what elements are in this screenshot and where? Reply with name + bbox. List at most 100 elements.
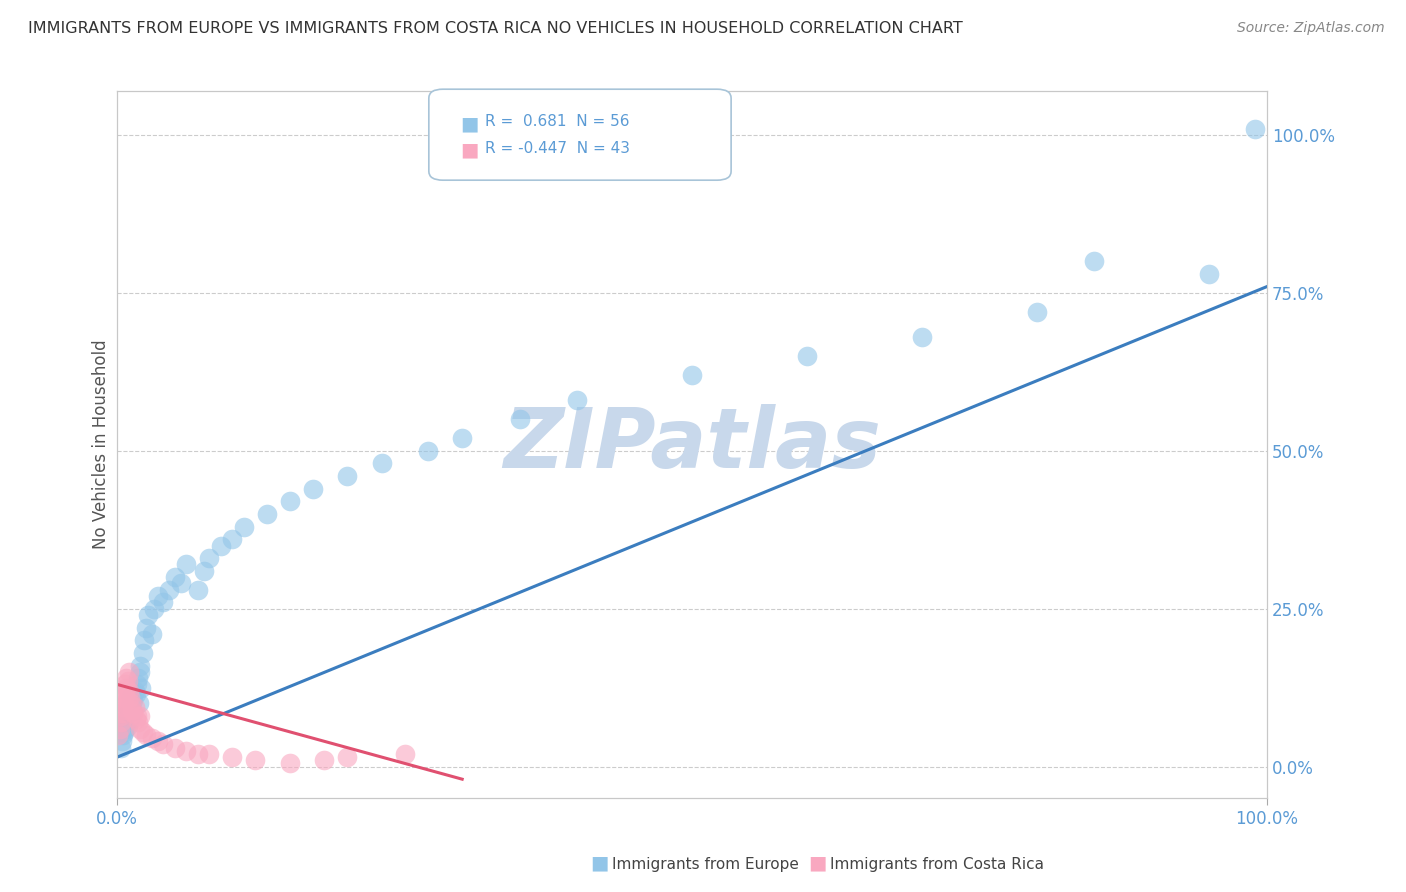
Point xyxy=(110,709,132,723)
Point xyxy=(138,607,160,622)
Point xyxy=(124,699,146,714)
Point xyxy=(198,747,221,761)
Point xyxy=(209,539,232,553)
Point xyxy=(565,393,588,408)
Text: R =  0.681  N = 56: R = 0.681 N = 56 xyxy=(485,114,630,129)
Point xyxy=(193,564,215,578)
Point xyxy=(129,658,152,673)
Point xyxy=(129,665,152,679)
Point xyxy=(1026,305,1049,319)
Point xyxy=(122,706,145,720)
Point xyxy=(163,740,186,755)
Point xyxy=(131,681,153,695)
Point xyxy=(394,747,416,761)
Point xyxy=(118,703,141,717)
Point xyxy=(1244,121,1267,136)
Point xyxy=(245,753,267,767)
Point xyxy=(117,674,139,689)
Point xyxy=(112,724,135,739)
Point xyxy=(128,697,150,711)
Point xyxy=(157,582,180,597)
Text: Immigrants from Europe: Immigrants from Europe xyxy=(612,857,799,872)
Point xyxy=(127,671,149,685)
Point xyxy=(117,693,139,707)
Point xyxy=(135,621,157,635)
Point xyxy=(124,683,146,698)
Point xyxy=(174,558,197,572)
Point xyxy=(127,715,149,730)
Point xyxy=(110,715,132,730)
Point xyxy=(129,709,152,723)
Point xyxy=(174,744,197,758)
Point xyxy=(112,683,135,698)
Text: Source: ZipAtlas.com: Source: ZipAtlas.com xyxy=(1237,21,1385,35)
Point xyxy=(152,738,174,752)
Point xyxy=(187,582,209,597)
Point xyxy=(125,687,148,701)
Point xyxy=(169,576,191,591)
Point xyxy=(107,728,129,742)
Point xyxy=(118,690,141,704)
Point xyxy=(112,697,135,711)
Point xyxy=(114,687,136,701)
Point xyxy=(112,728,135,742)
Point xyxy=(796,349,818,363)
Point xyxy=(108,722,131,736)
Text: R = -0.447  N = 43: R = -0.447 N = 43 xyxy=(485,141,630,156)
Point xyxy=(152,595,174,609)
Point xyxy=(141,627,163,641)
Point xyxy=(118,665,141,679)
Point xyxy=(129,722,152,736)
Point xyxy=(120,697,142,711)
Point xyxy=(301,482,323,496)
Point xyxy=(111,699,134,714)
Point xyxy=(121,703,143,717)
Point xyxy=(125,677,148,691)
Point xyxy=(681,368,703,382)
Point xyxy=(256,507,278,521)
Point xyxy=(122,693,145,707)
Point xyxy=(118,683,141,698)
Point xyxy=(121,703,143,717)
Point xyxy=(131,646,153,660)
Text: ■: ■ xyxy=(460,114,478,133)
Point xyxy=(117,718,139,732)
Point xyxy=(146,734,169,748)
Point xyxy=(114,677,136,691)
Point xyxy=(135,728,157,742)
Point xyxy=(115,671,138,685)
Point xyxy=(141,731,163,746)
Point xyxy=(416,443,439,458)
Point xyxy=(278,756,301,771)
Point xyxy=(112,703,135,717)
Point xyxy=(114,722,136,736)
Text: ZIPatlas: ZIPatlas xyxy=(503,404,882,485)
Point xyxy=(115,715,138,730)
Point xyxy=(336,469,359,483)
Point xyxy=(278,494,301,508)
Point xyxy=(118,712,141,726)
Point xyxy=(143,601,166,615)
Point xyxy=(118,709,141,723)
Point xyxy=(110,740,132,755)
Point xyxy=(911,330,934,344)
Point xyxy=(314,753,336,767)
Point xyxy=(1198,267,1220,281)
Point xyxy=(1083,254,1105,268)
Text: Immigrants from Costa Rica: Immigrants from Costa Rica xyxy=(830,857,1043,872)
Text: ■: ■ xyxy=(808,854,827,872)
Point xyxy=(509,412,531,426)
Point xyxy=(451,431,474,445)
Text: ■: ■ xyxy=(591,854,609,872)
Point xyxy=(221,532,243,546)
Y-axis label: No Vehicles in Household: No Vehicles in Household xyxy=(93,340,110,549)
Point xyxy=(120,690,142,704)
Text: ■: ■ xyxy=(460,141,478,160)
Point xyxy=(111,734,134,748)
Point xyxy=(115,681,138,695)
Point xyxy=(111,706,134,720)
Point xyxy=(221,750,243,764)
Point xyxy=(187,747,209,761)
Point xyxy=(232,519,254,533)
Point xyxy=(163,570,186,584)
